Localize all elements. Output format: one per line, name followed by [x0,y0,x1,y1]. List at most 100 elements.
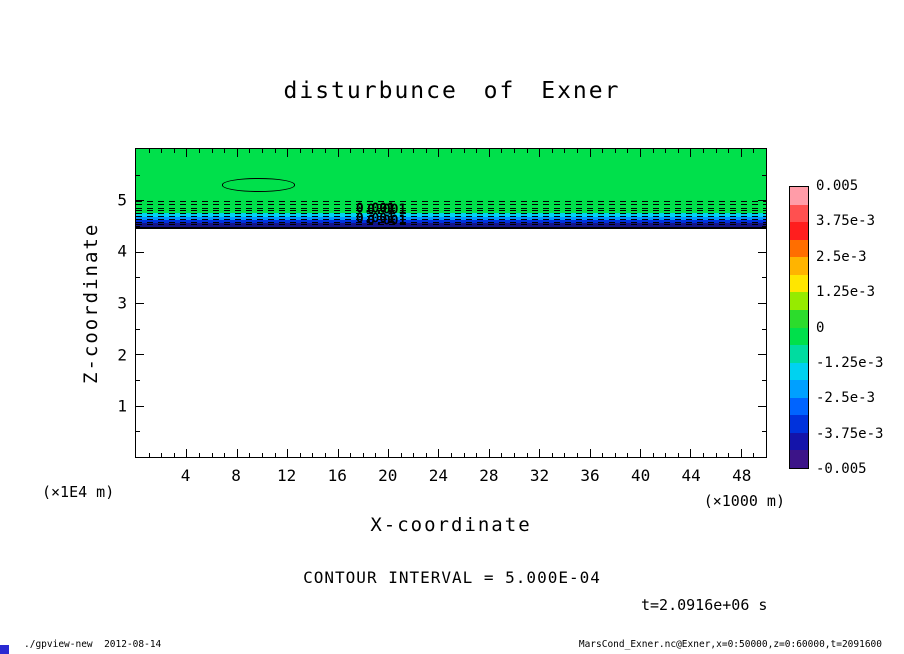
x-tick-label: 48 [732,466,752,485]
colorbar [789,186,809,469]
x-tick-label: 12 [277,466,297,485]
footer-file-info: MarsCond_Exner.nc@Exner,x=0:50000,z=0:60… [578,639,882,650]
x-minor-tick [652,453,654,457]
x-tick-label: 4 [180,466,191,485]
negative-contour-line [136,201,766,203]
x-tick-label: 44 [681,466,701,485]
negative-contour-line [136,215,766,217]
x-major-tick [589,449,591,457]
y-major-tick [758,354,766,356]
x-minor-tick [526,453,528,457]
colorbar-segment [790,327,808,346]
x-minor-tick [312,149,314,153]
x-major-tick [640,449,641,457]
contour-fill-band [136,212,766,217]
x-minor-tick [627,453,629,457]
x-major-tick [388,449,389,457]
x-minor-tick [325,149,326,153]
x-tick-label: 8 [231,466,241,485]
negative-contour-line [136,224,766,226]
colorbar-tick-label: 0.005 [816,178,859,194]
negative-contour-line [136,204,766,206]
negative-contour-line [136,213,766,215]
x-minor-tick [577,453,578,457]
x-major-tick [740,449,742,457]
colorbar-tick-label: -0.005 [816,461,867,477]
x-minor-tick [501,149,503,153]
x-major-tick [186,149,188,157]
x-major-tick [690,149,692,157]
colorbar-segment [790,432,808,451]
negative-contour-line [136,210,766,212]
x-major-tick [539,149,541,157]
x-minor-tick [602,149,604,153]
colorbar-tick-label: 0 [816,319,825,336]
x-minor-tick [602,453,604,457]
x-minor-tick [614,149,616,153]
y-tick-label: 2 [117,345,127,365]
solid-contour-line [136,227,766,230]
x-tick-label: 20 [378,466,398,485]
colorbar-tick-label: -2.5e-3 [816,390,876,407]
positive-contour-ellipse [221,178,295,192]
negative-contour-line [136,207,766,209]
y-minor-tick [136,226,140,227]
colorbar-segment [790,415,808,433]
x-minor-tick [463,149,465,153]
footer-command-text: ./gpview-new 2012-08-14 [24,639,162,650]
x-minor-tick [350,149,352,153]
x-minor-tick [463,453,465,457]
x-tick-label: 40 [630,466,651,485]
x-major-tick [589,149,591,157]
colorbar-tick-label: 3.75e-3 [816,213,876,230]
y-tick-label: 3 [117,293,127,313]
x-minor-tick [312,453,314,457]
contour-value-label: 0.001 [367,202,407,218]
x-major-tick [337,449,339,457]
colorbar-labels: 0.005 3.75e-3 2.5e-3 1.25e-3 0 -1.25e-3 -2.5e-… [816,178,901,477]
contour-value-label: 0.001 [355,201,395,217]
x-minor-tick [413,149,415,153]
x-minor-tick [514,453,515,457]
y-major-tick [136,405,144,407]
y-major-tick [136,354,144,356]
x-minor-tick [173,149,175,153]
x-minor-tick [501,453,503,457]
y-major-tick [758,405,766,407]
x-major-tick [287,149,289,157]
y-minor-tick [762,174,766,176]
y-tick-labels: 1 2 3 4 5 [85,148,127,458]
x-minor-tick [299,453,301,457]
x-minor-tick [564,453,566,457]
colorbar-segment [790,397,808,416]
x-axis-label: X-coordinate [370,514,532,536]
x-minor-tick [451,149,452,153]
x-minor-tick [375,453,377,457]
y-minor-tick [136,431,140,433]
x-minor-tick [577,149,578,153]
x-major-tick [236,449,238,457]
x-minor-tick [173,453,175,457]
x-minor-tick [476,453,478,457]
x-minor-tick [375,149,377,153]
x-major-tick [640,149,641,157]
x-minor-tick [224,149,226,153]
footer-corner-mark [0,645,9,654]
colorbar-segment [790,292,808,310]
y-minor-tick [762,226,766,227]
x-tick-label: 16 [327,466,347,485]
x-minor-tick [274,453,276,457]
colorbar-segment [790,450,808,468]
colorbar-segment [790,257,808,275]
x-minor-tick [249,149,251,153]
x-major-tick [388,149,389,157]
y-tick-label: 4 [117,241,127,261]
y-minor-tick [762,328,766,330]
y-minor-tick [136,380,140,381]
x-minor-tick [753,453,755,457]
y-minor-tick [136,174,140,176]
x-minor-tick [514,149,515,153]
x-minor-tick [161,149,163,153]
x-minor-tick [425,453,427,457]
